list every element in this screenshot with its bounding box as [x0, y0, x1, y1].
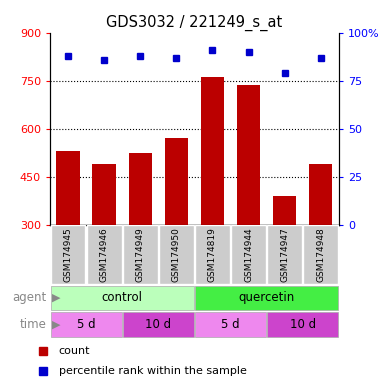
- Text: quercetin: quercetin: [238, 291, 295, 304]
- Bar: [165, 138, 188, 225]
- Bar: [273, 196, 296, 225]
- Bar: [267, 225, 302, 284]
- Bar: [195, 286, 338, 310]
- Text: GSM174948: GSM174948: [316, 227, 325, 282]
- Text: GSM174945: GSM174945: [64, 227, 73, 282]
- Bar: [87, 225, 122, 284]
- Bar: [129, 152, 152, 225]
- Bar: [231, 225, 266, 284]
- Bar: [195, 225, 230, 284]
- Bar: [309, 164, 333, 225]
- Text: GSM174950: GSM174950: [172, 227, 181, 282]
- Text: GSM174949: GSM174949: [136, 227, 145, 282]
- Bar: [201, 78, 224, 225]
- Text: 10 d: 10 d: [290, 318, 316, 331]
- Text: GSM174944: GSM174944: [244, 227, 253, 282]
- Text: count: count: [59, 346, 90, 356]
- Bar: [303, 225, 338, 284]
- Bar: [123, 313, 194, 336]
- Text: GSM174819: GSM174819: [208, 227, 217, 282]
- Text: 5 d: 5 d: [77, 318, 95, 331]
- Text: ▶: ▶: [52, 319, 60, 329]
- Text: time: time: [19, 318, 46, 331]
- Bar: [51, 313, 122, 336]
- Text: GSM174946: GSM174946: [100, 227, 109, 282]
- Text: 10 d: 10 d: [145, 318, 171, 331]
- Bar: [51, 286, 194, 310]
- Bar: [159, 225, 194, 284]
- Text: GSM174947: GSM174947: [280, 227, 289, 282]
- Bar: [195, 313, 266, 336]
- Text: percentile rank within the sample: percentile rank within the sample: [59, 366, 246, 376]
- Bar: [123, 225, 157, 284]
- Bar: [56, 151, 80, 225]
- Title: GDS3032 / 221249_s_at: GDS3032 / 221249_s_at: [106, 15, 283, 31]
- Text: agent: agent: [12, 291, 46, 304]
- Text: 5 d: 5 d: [221, 318, 240, 331]
- Bar: [237, 85, 260, 225]
- Bar: [51, 225, 85, 284]
- Text: ▶: ▶: [52, 293, 60, 303]
- Bar: [267, 313, 338, 336]
- Text: control: control: [102, 291, 143, 304]
- Bar: [92, 164, 116, 225]
